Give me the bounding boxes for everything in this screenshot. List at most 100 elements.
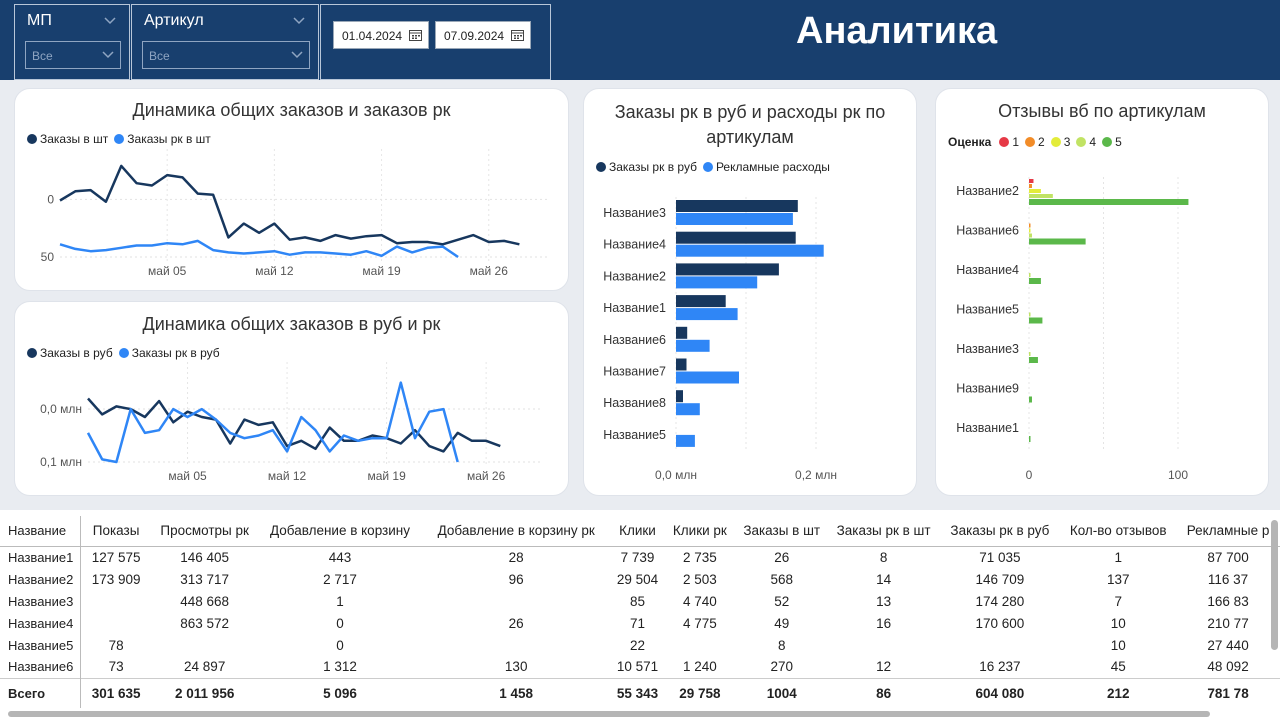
series-line[interactable] — [87, 397, 501, 453]
table-cell: 22 — [629, 637, 645, 653]
table-cell: 2 503 — [682, 571, 717, 587]
bar-orders-ad-rub[interactable] — [676, 326, 688, 339]
bar-rating-2[interactable] — [1029, 223, 1031, 228]
bar-ad-spend[interactable] — [676, 308, 738, 321]
column-header[interactable]: Заказы в шт — [743, 523, 821, 539]
column-header[interactable]: Название — [0, 516, 82, 546]
bar-ad-spend[interactable] — [676, 403, 700, 416]
bar-orders-ad-rub[interactable] — [676, 358, 687, 371]
line-chart-orders-qty[interactable]: 50 0 май 05 май 12 май 19 май 26 — [15, 89, 569, 291]
legend-item[interactable]: Заказы рк в руб — [596, 160, 697, 174]
bar-ad-spend[interactable] — [676, 213, 793, 225]
slicer-article-dropdown[interactable]: Все — [142, 41, 310, 69]
legend-dot-icon — [1076, 137, 1087, 147]
bar-chart-ads-by-article[interactable]: 0,0 млн 0,2 млн Название3 Название4 Название… — [584, 89, 917, 496]
bar-rating-1[interactable] — [1029, 179, 1034, 183]
slicer-mp[interactable]: МП Все — [14, 4, 130, 80]
legend-item[interactable]: 4 — [1076, 135, 1096, 149]
bar-ad-spend[interactable] — [676, 276, 758, 289]
bar-rating-5[interactable] — [1029, 238, 1086, 245]
legend-item[interactable]: Заказы рк в шт — [114, 132, 211, 146]
bar-orders-ad-rub[interactable] — [676, 200, 798, 212]
slicer-article[interactable]: Артикул Все — [131, 4, 319, 80]
table-row[interactable]: Название2 173 909 313 717 2 717 96 29 504 2 50… — [0, 568, 1280, 590]
bar-ad-spend[interactable] — [676, 339, 710, 352]
legend-item[interactable]: 1 — [999, 135, 1019, 149]
bar-rating-5[interactable] — [1029, 278, 1041, 284]
table-row[interactable]: Название1 127 575 146 405 443 28 7 739 2 735 26… — [0, 546, 1280, 568]
bar-orders-ad-rub[interactable] — [676, 295, 726, 308]
table-row[interactable]: Название3 448 668 1 85 4 740 52 13 174 280 7 166 … — [0, 590, 1280, 612]
legend-item[interactable]: Заказы в шт — [27, 132, 108, 146]
bar-rating-5[interactable] — [1029, 396, 1032, 403]
vertical-scrollbar[interactable] — [1271, 520, 1278, 650]
table-row[interactable]: Название5 78 0 22 8 10 27 440 — [0, 634, 1280, 656]
legend-item[interactable]: Рекламные расходы — [702, 160, 830, 174]
bar-orders-ad-rub[interactable] — [676, 263, 779, 276]
chevron-down-icon[interactable] — [292, 14, 306, 28]
bar-rating-2[interactable] — [1029, 184, 1032, 188]
legend-item[interactable]: Заказы в руб — [27, 346, 113, 360]
column-header[interactable]: Заказы рк в шт — [836, 523, 931, 539]
category-label: Название3 — [603, 206, 666, 220]
bar-rating-4[interactable] — [1029, 233, 1032, 238]
calendar-icon[interactable] — [409, 29, 422, 41]
table-cell — [664, 634, 736, 656]
table-total-row[interactable]: Всего 301 635 2 011 956 5 096 1 458 55 343 29 … — [0, 677, 1280, 708]
chevron-down-icon[interactable] — [103, 14, 117, 28]
column-header[interactable]: Просмотры рк — [160, 523, 249, 539]
bar-rating-4[interactable] — [1029, 273, 1031, 277]
series-line[interactable] — [86, 381, 459, 464]
table-cell: 55 343 — [611, 677, 664, 708]
table-cell: Название6 — [0, 656, 82, 678]
column-header[interactable]: Добавление в корзину рк — [437, 523, 595, 539]
bar-rating-5[interactable] — [1029, 357, 1038, 363]
bar-orders-ad-rub[interactable] — [676, 231, 796, 244]
bar-chart-reviews[interactable]: 0 100 Название2 Название6 Название4 Название5… — [936, 89, 1269, 496]
bar-ad-spend[interactable] — [676, 434, 695, 447]
column-header[interactable]: Рекламные р — [1186, 523, 1270, 539]
chart-legend: Заказы в руб Заказы рк в руб — [27, 346, 226, 360]
table-cell: 29 758 — [663, 677, 736, 708]
bar-ad-spend[interactable] — [676, 371, 739, 384]
legend-item[interactable]: 5 — [1102, 135, 1122, 149]
bar-rating-5[interactable] — [1029, 317, 1043, 324]
legend-item[interactable]: 3 — [1050, 135, 1070, 149]
horizontal-scrollbar[interactable] — [8, 711, 1210, 717]
column-header[interactable]: Добавление в корзину — [269, 523, 410, 539]
bar-rating-3[interactable] — [1029, 189, 1041, 193]
date-to-input[interactable]: 07.09.2024 — [435, 21, 531, 49]
legend-item[interactable]: Заказы рк в руб — [118, 346, 220, 360]
bar-rating-3[interactable] — [1029, 228, 1031, 233]
bar-rating-4[interactable] — [1029, 312, 1031, 317]
table-row[interactable]: Название6 73 24 897 1 312 130 10 571 1 240 270 1… — [0, 656, 1280, 678]
calendar-icon[interactable] — [511, 29, 524, 41]
bar-orders-ad-rub[interactable] — [676, 390, 683, 403]
bar-rating-4[interactable] — [1029, 194, 1053, 198]
bar-rating-5[interactable] — [1029, 436, 1031, 442]
category-label: Название5 — [603, 428, 666, 442]
category-label: Название2 — [956, 184, 1019, 198]
legend-item[interactable]: 2 — [1025, 135, 1045, 149]
table-cell: 2 717 — [323, 571, 357, 587]
line-chart-orders-rub[interactable]: 0,1 млн 0,0 млн май 05 май 12 май 19 май 26 — [15, 302, 569, 496]
series-line[interactable] — [59, 239, 459, 259]
table-cell: 48 092 — [1207, 659, 1249, 675]
table-row[interactable]: Название4 863 572 0 26 71 4 775 49 16 170 600 10 2… — [0, 612, 1280, 634]
series-line[interactable] — [59, 164, 520, 246]
column-header[interactable]: Клики рк — [672, 523, 727, 539]
bar-ad-spend[interactable] — [676, 244, 824, 257]
table-cell: 8 — [879, 549, 888, 565]
date-from-input[interactable]: 01.04.2024 — [333, 21, 429, 49]
chart-orders-rub-card: Динамика общих заказов в руб и рк Заказы… — [14, 301, 569, 496]
bar-rating-4[interactable] — [1029, 352, 1031, 356]
column-header[interactable]: Заказы рк в руб — [950, 523, 1050, 539]
legend-dot-icon — [999, 137, 1010, 147]
slicer-mp-dropdown[interactable]: Все — [25, 41, 121, 69]
bar-rating-5[interactable] — [1029, 199, 1189, 205]
column-header[interactable]: Показы — [92, 523, 140, 539]
column-header[interactable]: Кол-во отзывов — [1069, 523, 1167, 539]
column-header[interactable]: Клики — [619, 523, 656, 539]
table-cell: 0 — [336, 615, 344, 631]
data-table-container: Название Показы Просмотры рк Добавление в к… — [0, 510, 1280, 719]
